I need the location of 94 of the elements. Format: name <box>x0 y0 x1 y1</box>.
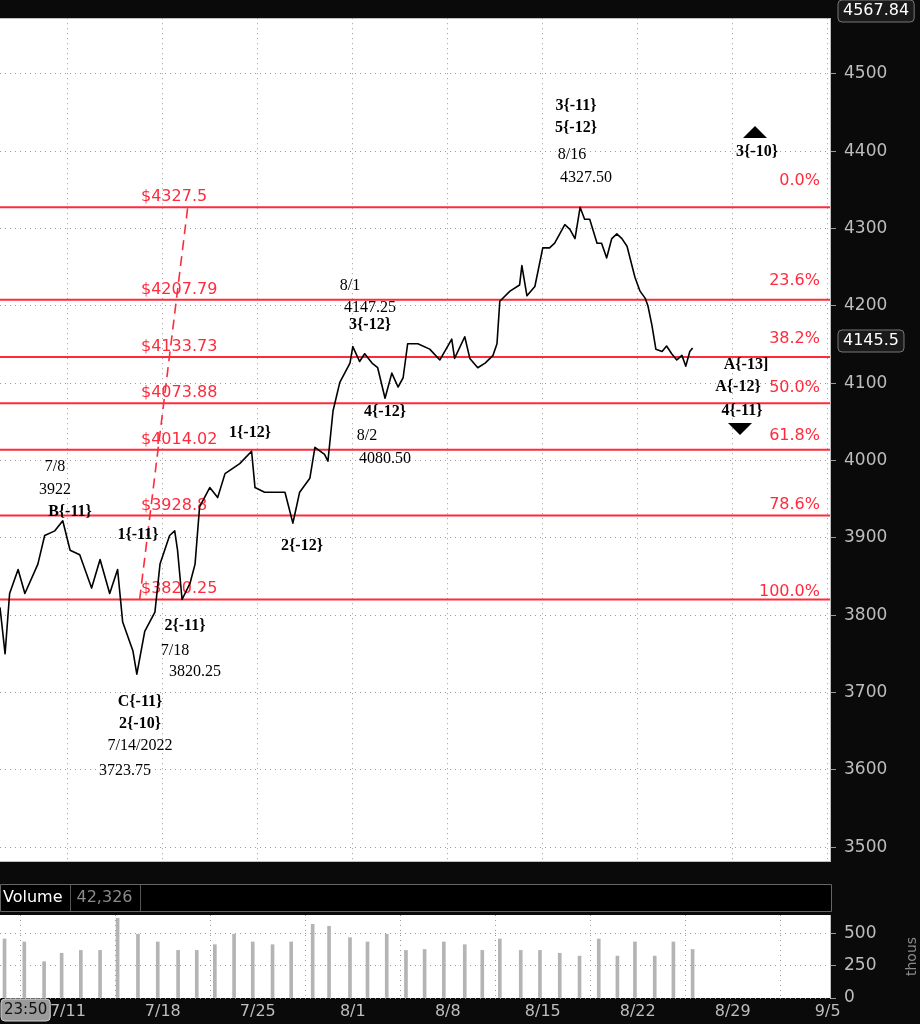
y-axis-title: thous <box>902 936 919 977</box>
bar <box>633 941 637 998</box>
y-tick-label: 3800 <box>844 603 888 624</box>
annotation: 4{-12} <box>364 402 406 420</box>
text: 4567.84 <box>843 0 910 20</box>
bar <box>213 944 217 998</box>
annotation: 7/8 <box>44 457 66 475</box>
annotation: 2{-10} <box>119 714 161 732</box>
bar <box>176 950 180 998</box>
annotation: 2{-12} <box>281 536 323 554</box>
x-tick-label: 8/22 <box>619 1000 656 1020</box>
text: 23:50 <box>4 999 48 1018</box>
bar <box>652 955 657 998</box>
annotation: 23.6% <box>769 270 820 290</box>
bar <box>462 944 467 998</box>
x-tick-label: 9/5 <box>814 1000 841 1020</box>
annotation: C{-11} <box>117 692 163 710</box>
bar <box>98 950 102 998</box>
bar <box>557 952 562 998</box>
y-tick-label: 250 <box>844 954 877 974</box>
annotation: 4327.50 <box>560 168 612 186</box>
y-tick-label: 4300 <box>844 216 888 237</box>
bar <box>42 961 46 998</box>
annotation: 4080.50 <box>359 449 411 467</box>
annotation: A{-12} <box>715 377 761 395</box>
annotation: 3723.75 <box>99 761 151 779</box>
annotation: 3{-10} <box>736 142 778 160</box>
bar <box>480 950 485 998</box>
x-tick-label: 8/1 <box>339 1000 366 1020</box>
annotation: 3922 <box>39 480 71 498</box>
x-tick-label: 8/15 <box>524 1000 561 1020</box>
annotation: 7/14/2022 <box>107 736 173 754</box>
annotation: 4{-11} <box>721 401 763 419</box>
annotation: 8/2 <box>356 426 378 444</box>
x-tick-label: 8/29 <box>714 1000 751 1020</box>
annotation: 61.8% <box>769 425 820 445</box>
annotation: B{-11} <box>48 502 92 520</box>
bar <box>136 933 140 998</box>
bar <box>404 950 408 998</box>
bar <box>327 925 331 998</box>
bar <box>289 941 294 998</box>
bar <box>538 950 542 998</box>
annotation: 1{-11} <box>117 525 159 543</box>
ref-line-label: $4207.79 <box>141 278 218 298</box>
bar <box>79 950 83 998</box>
bar <box>384 933 389 998</box>
y-tick-label: 3600 <box>844 758 888 779</box>
x-tick-label: 7/11 <box>49 1000 86 1020</box>
annotation: 0.0% <box>779 170 820 190</box>
annotation: 4147.25 <box>344 298 396 316</box>
bar <box>22 941 27 998</box>
annotation: 78.6% <box>769 494 820 514</box>
y-tick-label: 4200 <box>844 294 888 315</box>
annotation: 3820.25 <box>169 662 221 680</box>
x-tick-label: 7/18 <box>144 1000 181 1020</box>
text: 4145.5 <box>843 330 899 350</box>
y-tick-label: 4100 <box>844 371 888 392</box>
bar <box>497 938 502 998</box>
annotation: A{-13] <box>723 355 769 373</box>
x-tick-label: 8/8 <box>434 1000 461 1020</box>
annotation: 100.0% <box>758 581 820 601</box>
y-tick-label: 3500 <box>844 835 888 856</box>
y-tick-label: 0 <box>844 986 855 1007</box>
annotation: 3{-11} <box>555 96 597 114</box>
y-tick-label: 500 <box>844 921 877 942</box>
y-tick-label: 4500 <box>844 62 888 83</box>
chart-title: Volume <box>3 887 63 907</box>
annotation: 38.2% <box>769 328 820 348</box>
y-tick-label: 3700 <box>844 680 888 701</box>
y-tick-label: 4000 <box>844 448 888 469</box>
y-tick-label: 3900 <box>844 526 888 547</box>
annotation: 1{-12} <box>229 423 271 441</box>
ref-line-label: $4327.5 <box>141 186 208 206</box>
annotation: 50.0% <box>769 377 820 397</box>
annotation: 8/1 <box>339 276 361 294</box>
bar <box>518 950 523 998</box>
bar <box>194 950 199 998</box>
bar <box>250 941 255 998</box>
annotation: 8/16 <box>557 145 587 163</box>
annotation: 2{-11} <box>164 616 206 634</box>
bar <box>596 938 601 998</box>
chart-subtitle: 42,326 <box>76 887 133 907</box>
ref-line-label: $4133.73 <box>141 336 218 356</box>
ref-line-label: $4073.88 <box>141 382 218 402</box>
annotation: 7/18 <box>160 641 190 659</box>
bar <box>232 933 236 998</box>
bar <box>348 937 352 998</box>
annotation: 5{-12} <box>555 118 597 136</box>
ref-line-label: $4014.02 <box>141 428 218 448</box>
annotation: 3{-12} <box>349 315 391 333</box>
x-tick-label: 7/25 <box>239 1000 276 1020</box>
y-tick-label: 4400 <box>844 139 888 160</box>
bar <box>155 941 160 998</box>
bar <box>442 941 446 998</box>
